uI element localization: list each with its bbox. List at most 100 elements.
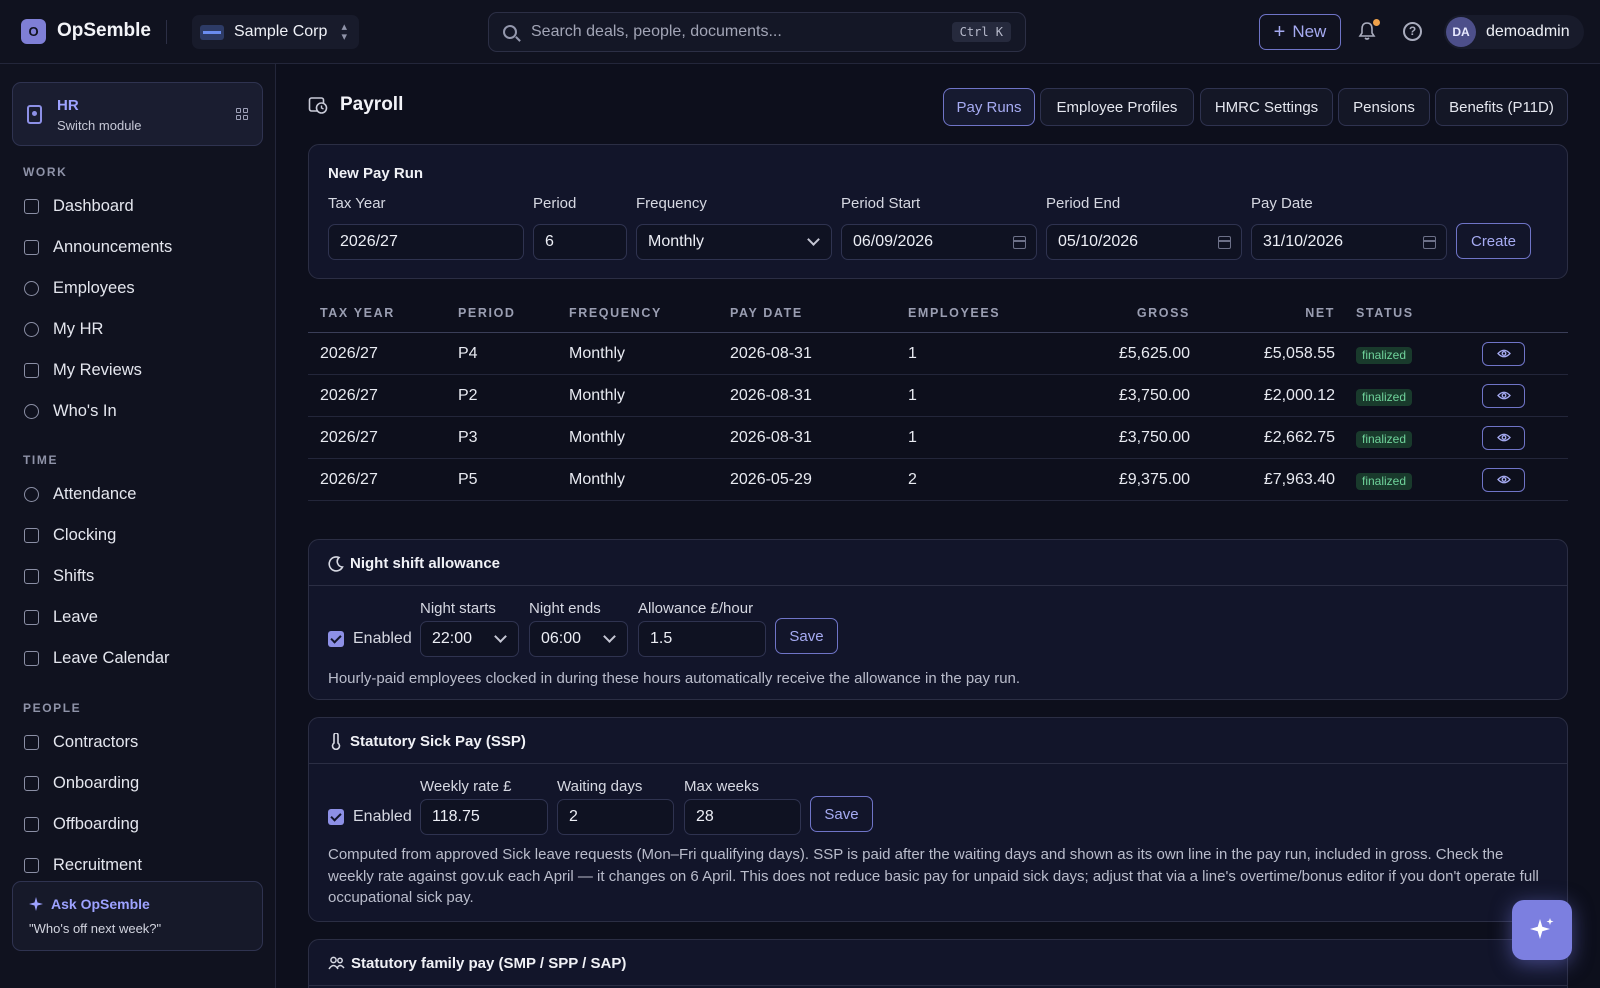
eye-icon xyxy=(1497,433,1511,442)
view-pay-run-button[interactable] xyxy=(1482,426,1525,450)
ssp-save-button[interactable]: Save xyxy=(810,796,873,832)
chevron-updown-icon: ▴ ▾ xyxy=(341,21,347,43)
module-subtitle: Switch module xyxy=(57,118,142,133)
night-shift-enabled-checkbox[interactable] xyxy=(328,631,344,647)
sidebar-item-label: Employees xyxy=(53,278,135,297)
sparkle-icon xyxy=(29,897,43,911)
cell-gross: £3,750.00 xyxy=(1118,387,1190,404)
calendar-icon[interactable] xyxy=(1218,236,1231,249)
column-header[interactable]: PAY DATE xyxy=(730,306,803,320)
frequency-select[interactable]: Monthly xyxy=(636,224,832,260)
ssp-enabled-checkbox[interactable] xyxy=(328,809,344,825)
view-pay-run-button[interactable] xyxy=(1482,468,1525,492)
max-weeks-input[interactable] xyxy=(684,799,801,835)
column-header[interactable]: NET xyxy=(1305,306,1335,320)
tab-employee-profiles[interactable]: Employee Profiles xyxy=(1040,88,1194,126)
period-end-input[interactable]: 05/10/2026 xyxy=(1046,224,1242,260)
sidebar-item-clocking[interactable]: Clocking xyxy=(12,517,263,553)
sidebar-item-my-reviews[interactable]: My Reviews xyxy=(12,352,263,388)
column-header[interactable]: STATUS xyxy=(1356,306,1414,320)
new-button[interactable]: + New xyxy=(1259,14,1341,50)
module-switcher[interactable]: HR Switch module xyxy=(12,82,263,146)
search-icon xyxy=(503,25,517,39)
sidebar-item-contractors[interactable]: Contractors xyxy=(12,724,263,760)
period-start-input[interactable]: 06/09/2026 xyxy=(841,224,1037,260)
tab-pay-runs[interactable]: Pay Runs xyxy=(943,88,1035,126)
column-header[interactable]: TAX YEAR xyxy=(320,306,395,320)
sidebar-item-my-hr[interactable]: My HR xyxy=(12,311,263,347)
sidebar-item-shifts[interactable]: Shifts xyxy=(12,558,263,594)
global-search[interactable]: Ctrl K xyxy=(488,12,1026,52)
app-logo[interactable]: O xyxy=(21,19,46,44)
new-button-label: New xyxy=(1292,22,1327,41)
clipboard-icon xyxy=(24,775,39,791)
pay-date-input[interactable]: 31/10/2026 xyxy=(1251,224,1447,260)
view-pay-run-button[interactable] xyxy=(1482,384,1525,408)
table-row[interactable]: 2026/27 P3 Monthly 2026-08-31 1 £3,750.0… xyxy=(308,417,1568,459)
top-bar: O OpSemble Sample Corp ▴▾ Ctrl K + New ?… xyxy=(0,0,1600,64)
sidebar-item-label: My Reviews xyxy=(53,360,142,379)
new-pay-run-title: New Pay Run xyxy=(328,165,424,182)
tax-year-input[interactable] xyxy=(328,224,524,260)
period-input[interactable] xyxy=(533,224,627,260)
user-menu[interactable]: DA demoadmin xyxy=(1444,15,1584,49)
search-input[interactable] xyxy=(531,23,951,41)
table-row[interactable]: 2026/27 P4 Monthly 2026-08-31 1 £5,625.0… xyxy=(308,333,1568,375)
night-starts-value: 22:00 xyxy=(432,630,473,647)
ask-assistant-card[interactable]: Ask OpSemble "Who's off next week?" xyxy=(12,881,263,951)
waiting-days-input[interactable] xyxy=(557,799,674,835)
tab-pensions[interactable]: Pensions xyxy=(1338,88,1430,126)
sidebar: HR Switch module WORK Dashboard Announce… xyxy=(0,64,276,988)
column-header[interactable]: GROSS xyxy=(1136,306,1190,320)
bell-icon[interactable] xyxy=(1358,21,1376,41)
payroll-icon xyxy=(308,97,328,114)
sidebar-item-recruitment[interactable]: Recruitment xyxy=(12,847,263,883)
period-end-value: 05/10/2026 xyxy=(1058,233,1139,250)
sidebar-item-label: Shifts xyxy=(53,566,95,585)
allowance-input[interactable] xyxy=(638,621,766,657)
sidebar-item-announcements[interactable]: Announcements xyxy=(12,229,263,265)
table-row[interactable]: 2026/27 P2 Monthly 2026-08-31 1 £3,750.0… xyxy=(308,375,1568,417)
thermometer-icon xyxy=(331,733,341,750)
cell-net: £2,000.12 xyxy=(1263,387,1335,404)
assistant-fab[interactable] xyxy=(1512,900,1572,960)
sidebar-item-label: My HR xyxy=(53,319,104,338)
sidebar-item-label: Announcements xyxy=(53,237,173,256)
period-start-value: 06/09/2026 xyxy=(853,233,934,250)
sidebar-item-leave-calendar[interactable]: Leave Calendar xyxy=(12,640,263,676)
cell-frequency: Monthly xyxy=(569,345,626,362)
sidebar-item-label: Leave Calendar xyxy=(53,648,170,667)
night-starts-select[interactable]: 22:00 xyxy=(420,621,519,657)
create-pay-run-button[interactable]: Create xyxy=(1456,223,1531,259)
view-pay-run-button[interactable] xyxy=(1482,342,1525,366)
sidebar-item-label: Contractors xyxy=(53,732,139,751)
tab-hmrc-settings[interactable]: HMRC Settings xyxy=(1200,88,1333,126)
calendar-icon[interactable] xyxy=(1423,236,1436,249)
family-icon xyxy=(328,956,345,970)
night-ends-label: Night ends xyxy=(529,600,601,617)
sidebar-item-dashboard[interactable]: Dashboard xyxy=(12,188,263,224)
table-row[interactable]: 2026/27 P5 Monthly 2026-05-29 2 £9,375.0… xyxy=(308,459,1568,501)
sidebar-item-employees[interactable]: Employees xyxy=(12,270,263,306)
night-shift-save-button[interactable]: Save xyxy=(775,618,838,654)
org-switcher[interactable]: Sample Corp ▴ ▾ xyxy=(192,15,359,49)
sidebar-item-offboarding[interactable]: Offboarding xyxy=(12,806,263,842)
max-weeks-label: Max weeks xyxy=(684,778,760,795)
night-ends-select[interactable]: 06:00 xyxy=(529,621,628,657)
user-circle-icon xyxy=(24,321,39,337)
cell-employees: 2 xyxy=(908,471,917,488)
column-header[interactable]: FREQUENCY xyxy=(569,306,662,320)
column-header[interactable]: EMPLOYEES xyxy=(908,306,1001,320)
column-header[interactable]: PERIOD xyxy=(458,306,516,320)
cell-net: £7,963.40 xyxy=(1263,471,1335,488)
sidebar-item-leave[interactable]: Leave xyxy=(12,599,263,635)
sidebar-item-attendance[interactable]: Attendance xyxy=(12,476,263,512)
eye-icon xyxy=(1497,349,1511,358)
calendar-icon[interactable] xyxy=(1013,236,1026,249)
weekly-rate-label: Weekly rate £ xyxy=(420,778,512,795)
weekly-rate-input[interactable] xyxy=(420,799,548,835)
sidebar-item-onboarding[interactable]: Onboarding xyxy=(12,765,263,801)
tab-benefits-p11d[interactable]: Benefits (P11D) xyxy=(1435,88,1568,126)
sidebar-item-whos-in[interactable]: Who's In xyxy=(12,393,263,429)
help-icon[interactable]: ? xyxy=(1403,22,1422,41)
